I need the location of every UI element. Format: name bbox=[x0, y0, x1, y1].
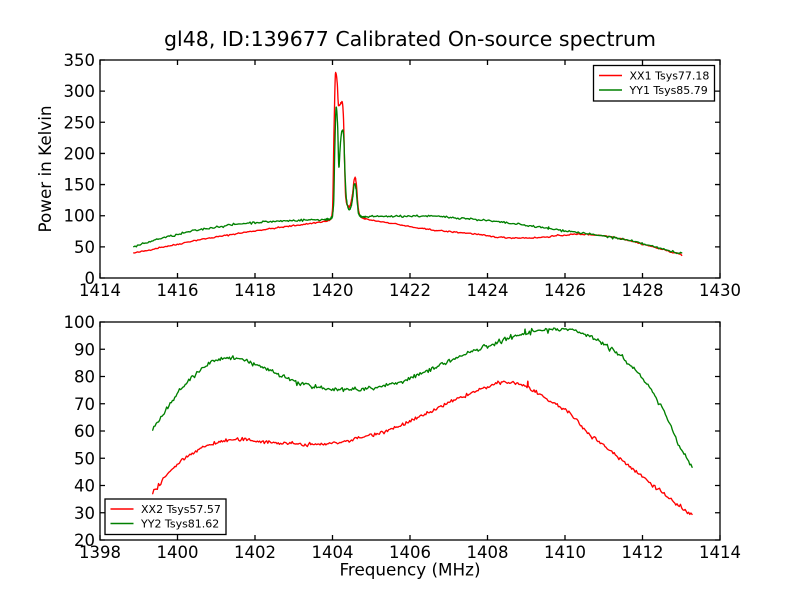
y-tick-label: 250 bbox=[64, 113, 96, 132]
x-tick-label: 1414 bbox=[79, 281, 121, 300]
legend-label: YY2 Tsys81.62 bbox=[140, 518, 219, 531]
legend-box bbox=[592, 64, 716, 102]
series-line-yy1 bbox=[133, 106, 683, 255]
x-tick-label: 1430 bbox=[699, 281, 741, 300]
x-axis-label: Frequency (MHz) bbox=[339, 560, 480, 580]
chart-title: gl48, ID:139677 Calibrated On-source spe… bbox=[164, 27, 656, 51]
x-tick-label: 1414 bbox=[699, 543, 741, 562]
y-tick-label: 100 bbox=[64, 207, 96, 226]
y-tick-label: 350 bbox=[64, 51, 96, 70]
x-tick-label: 1426 bbox=[544, 281, 586, 300]
x-tick-label: 1416 bbox=[157, 281, 199, 300]
y-tick-label: 40 bbox=[74, 477, 95, 496]
x-tick-label: 1408 bbox=[467, 543, 509, 562]
y-tick-label: 0 bbox=[85, 269, 96, 288]
x-tick-label: 1422 bbox=[389, 281, 431, 300]
y-tick-label: 100 bbox=[64, 313, 96, 332]
y-tick-label: 70 bbox=[74, 395, 95, 414]
y-tick-label: 300 bbox=[64, 82, 96, 101]
x-tick-label: 1428 bbox=[622, 281, 664, 300]
series-line-xx1 bbox=[133, 71, 683, 257]
y-tick-label: 50 bbox=[74, 449, 95, 468]
legend-label: YY1 Tsys85.79 bbox=[629, 84, 708, 97]
x-tick-label: 1398 bbox=[79, 543, 121, 562]
series-line-xx2 bbox=[152, 380, 693, 516]
legend-label: XX1 Tsys77.18 bbox=[630, 70, 710, 83]
tick-marks bbox=[99, 321, 721, 541]
x-tick-label: 1420 bbox=[312, 281, 354, 300]
x-tick-label: 1418 bbox=[234, 281, 276, 300]
y-tick-label: 50 bbox=[74, 238, 95, 257]
y-tick-label: 20 bbox=[74, 531, 95, 550]
bottom-subplot: 1398 1400 1402 1404 1406 1408 1410 1412 1414 20 30… bbox=[64, 313, 742, 562]
legend-box bbox=[104, 498, 227, 536]
y-tick-label: 80 bbox=[74, 368, 95, 387]
y-tick-label: 150 bbox=[64, 176, 96, 195]
x-tick-label: 1410 bbox=[544, 543, 586, 562]
y-tick-label: 60 bbox=[74, 422, 95, 441]
x-tick-label: 1404 bbox=[312, 543, 354, 562]
x-tick-label: 1400 bbox=[157, 543, 199, 562]
x-tick-label: 1406 bbox=[389, 543, 431, 562]
y-axis-label: Power in Kelvin bbox=[35, 105, 55, 232]
y-tick-label: 90 bbox=[74, 340, 95, 359]
tick-marks bbox=[99, 59, 721, 279]
x-tick-label: 1424 bbox=[467, 281, 509, 300]
y-tick-label: 200 bbox=[64, 144, 96, 163]
x-tick-label: 1402 bbox=[234, 543, 276, 562]
x-tick-label: 1412 bbox=[622, 543, 664, 562]
series-line-yy2 bbox=[152, 327, 693, 468]
top-subplot: 1414 1416 1418 1420 1422 1424 1426 1428 1430 0 50 1… bbox=[64, 51, 742, 300]
y-tick-label: 30 bbox=[74, 504, 95, 523]
legend: XX2 Tsys57.57 YY2 Tsys81.62 bbox=[104, 498, 227, 536]
legend-label: XX2 Tsys57.57 bbox=[141, 503, 221, 516]
